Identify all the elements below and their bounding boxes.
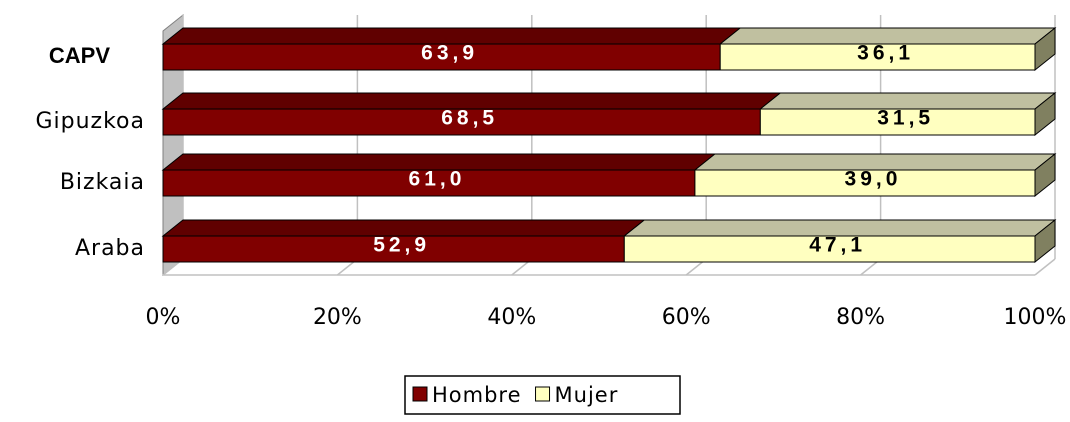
- bar: [162, 108, 761, 136]
- x-tick-label: 0%: [146, 305, 181, 330]
- legend-label: Hombre: [432, 383, 522, 407]
- bar: [759, 108, 1036, 136]
- category-label: Gipuzkoa: [35, 109, 145, 134]
- bar: [162, 43, 721, 71]
- bar: [162, 169, 696, 197]
- x-tick-label: 20%: [313, 305, 362, 330]
- value-label: 63,9: [421, 42, 478, 65]
- legend-swatch: [535, 386, 551, 402]
- bar: [623, 235, 1036, 263]
- value-label: 52,9: [373, 234, 430, 257]
- bar-end: [1034, 91, 1056, 137]
- value-label: 61,0: [409, 168, 466, 191]
- x-tick-label: 80%: [836, 305, 885, 330]
- x-tick-label: 40%: [487, 305, 536, 330]
- value-label: 68,5: [441, 107, 498, 130]
- category-label: Araba: [75, 236, 145, 261]
- category-label: CAPV: [49, 43, 110, 68]
- legend-label: Mujer: [555, 383, 619, 407]
- value-label: 39,0: [845, 168, 902, 191]
- x-tick-label: 60%: [662, 305, 711, 330]
- bar-end: [1034, 218, 1056, 264]
- value-label: 36,1: [857, 42, 914, 65]
- bar-end: [1034, 152, 1056, 198]
- legend-swatch: [412, 386, 428, 402]
- bar: [719, 43, 1036, 71]
- bar: [694, 169, 1036, 197]
- value-label: 47,1: [809, 234, 866, 257]
- bar-end: [1034, 26, 1056, 72]
- category-label: Bizkaia: [60, 170, 145, 195]
- grid-floor: [1034, 258, 1056, 276]
- x-tick-label: 100%: [1004, 305, 1067, 330]
- value-label: 31,5: [877, 107, 934, 130]
